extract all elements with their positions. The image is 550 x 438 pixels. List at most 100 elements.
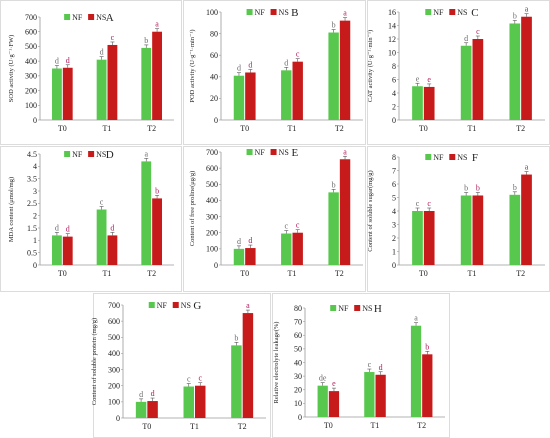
panel-a-bar-ns-t0 xyxy=(62,67,73,120)
panel-e-sig-letter: a xyxy=(343,147,347,156)
panel-c-bar-ns-t1 xyxy=(472,39,484,120)
panel-b-x-tick-label: T1 xyxy=(288,124,297,133)
panel-b-panel-label: B xyxy=(291,7,298,19)
panel-e-sig-letter: d xyxy=(237,237,241,246)
panel-d-y-tick-label: 4.5 xyxy=(27,150,37,159)
panel-f-y-tick-label: 8 xyxy=(392,153,396,162)
panel-h-y-tick-label: 70 xyxy=(294,317,302,326)
panel-b-y-tick-label: 60 xyxy=(210,51,218,60)
panel-a-x-tick-label: T0 xyxy=(58,124,67,133)
panel-c-legend-swatch-nf xyxy=(425,9,432,15)
panel-a-y-tick-label: 0 xyxy=(33,116,37,125)
panel-f-legend-label-ns: NS xyxy=(457,153,467,162)
panel-g-bar-ns-t2 xyxy=(242,313,254,418)
panel-g-bar-nf-t0 xyxy=(135,401,147,418)
panel-e-x-tick-label: T2 xyxy=(335,269,344,278)
panel-g-sig-letter: c xyxy=(187,375,191,384)
panel-g-bar-ns-t1 xyxy=(195,385,206,418)
panel-c-y-tick-label: 16 xyxy=(388,8,396,17)
panel-b-y-tick-label: 100 xyxy=(206,8,218,17)
panel-g-x-tick-label: T0 xyxy=(142,422,151,431)
panel-e-sig-letter: c xyxy=(296,221,300,230)
panel-b-y-tick-label: 20 xyxy=(210,94,218,103)
panel-h-bar-nf-t2 xyxy=(410,325,422,417)
panel-h-legend-swatch-nf xyxy=(330,305,337,311)
panel-e-y-tick-label: 400 xyxy=(206,196,218,205)
panel-a-sig-letter: b xyxy=(144,36,148,45)
panel-f-y-tick-label: 3 xyxy=(392,220,396,229)
panel-a-panel-label: A xyxy=(106,12,114,24)
panel-g-y-tick-label: 600 xyxy=(108,317,120,326)
panel-h-x-tick-label: T0 xyxy=(324,421,333,430)
panel-c-bar-nf-t2 xyxy=(509,23,521,121)
panel-c-legend-label-ns: NS xyxy=(457,8,467,17)
panel-b-sig-letter: b xyxy=(332,21,336,30)
panel-g-sig-letter: c xyxy=(198,374,202,383)
panel-e-bar-nf-t0 xyxy=(233,248,245,265)
panel-e-y-tick-label: 500 xyxy=(206,180,218,189)
panel-a-bar-nf-t1 xyxy=(96,59,107,120)
panel-b-sig-letter: d xyxy=(248,60,252,69)
panel-e-sig-letter: c xyxy=(285,222,289,231)
panel-d-panel-label: D xyxy=(106,149,114,161)
panel-c-bar-nf-t0 xyxy=(412,86,423,120)
panel-h-y-tick-label: 10 xyxy=(294,399,302,408)
panel-a-y-tick-label: 400 xyxy=(25,57,37,66)
panel-d-y-tick-label: 2 xyxy=(33,211,37,220)
panel-e-bar-ns-t1 xyxy=(292,232,303,265)
panel-h-legend-label-ns: NS xyxy=(362,304,372,313)
panel-b-bar-nf-t1 xyxy=(281,70,292,120)
panel-g-sig-letter: b xyxy=(234,333,238,342)
panel-c-y-tick-label: 0 xyxy=(392,116,396,125)
panel-f-y-tick-label: 7 xyxy=(392,166,396,175)
panel-h-sig-letter: e xyxy=(332,379,336,388)
panel-a-frame xyxy=(0,0,182,145)
panel-c-legend-label-nf: NF xyxy=(433,8,444,17)
panel-c-y-tick-label: 2 xyxy=(392,102,396,111)
panel-g-y-tick-label: 200 xyxy=(108,382,120,391)
panel-d-sig-letter: b xyxy=(155,186,159,195)
panel-b-sig-letter: d xyxy=(284,58,288,67)
panel-g-y-axis-label: Content of soluble protein (mg/g) xyxy=(91,318,98,405)
panel-d-y-tick-label: 4 xyxy=(33,162,37,171)
panel-c-sig-letter: e xyxy=(427,75,431,84)
panel-d-y-tick-label: 1 xyxy=(33,236,37,245)
panel-f-bar-ns-t1 xyxy=(472,195,484,265)
panel-a-x-tick-label: T2 xyxy=(147,124,156,133)
panel-e-y-tick-label: 200 xyxy=(206,229,218,238)
panel-d-sig-letter: c xyxy=(100,198,104,207)
panel-f-sig-letter: b xyxy=(513,183,517,192)
panel-h-bar-ns-t1 xyxy=(375,374,386,417)
panel-a-sig-letter: d xyxy=(100,48,104,57)
panel-b-x-tick-label: T2 xyxy=(335,124,344,133)
panel-d-x-tick-label: T1 xyxy=(103,269,112,278)
panel-c-sig-letter: e xyxy=(416,74,420,83)
panel-d-bar-ns-t2 xyxy=(152,198,162,265)
panel-d-sig-letter: d xyxy=(110,223,114,232)
panel-b-bar-nf-t2 xyxy=(328,32,339,120)
panel-h-sig-letter: d xyxy=(379,363,383,372)
panel-f-y-tick-label: 0 xyxy=(392,261,396,270)
panel-f-x-tick-label: T0 xyxy=(419,269,428,278)
panel-b-legend-swatch-ns xyxy=(270,9,277,15)
panel-a-y-tick-label: 200 xyxy=(25,86,37,95)
panel-e-legend-swatch-nf xyxy=(246,149,253,155)
panel-g-sig-letter: d xyxy=(151,389,155,398)
panel-e-legend-swatch-ns xyxy=(270,149,277,155)
panel-h-sig-letter: de xyxy=(319,374,327,383)
panel-e-frame xyxy=(183,146,366,292)
panel-d-bar-nf-t1 xyxy=(96,209,107,265)
panel-a-bar-nf-t2 xyxy=(141,47,152,120)
panel-b-legend-label-ns: NS xyxy=(279,8,289,17)
panel-d-sig-letter: d xyxy=(66,225,70,234)
panel-a-legend-label-nf: NF xyxy=(72,13,83,22)
panel-c-y-tick-label: 14 xyxy=(388,21,396,30)
panel-f-x-tick-label: T2 xyxy=(516,269,525,278)
panel-a-y-tick-label: 500 xyxy=(25,42,37,51)
panel-h-bar-nf-t1 xyxy=(364,372,375,417)
panel-e-y-tick-label: 300 xyxy=(206,212,218,221)
panel-a-sig-letter: a xyxy=(155,20,159,29)
panel-a-y-tick-label: 300 xyxy=(25,72,37,81)
panel-e-legend-label-ns: NS xyxy=(279,148,289,157)
panel-h-sig-letter: a xyxy=(414,314,418,323)
